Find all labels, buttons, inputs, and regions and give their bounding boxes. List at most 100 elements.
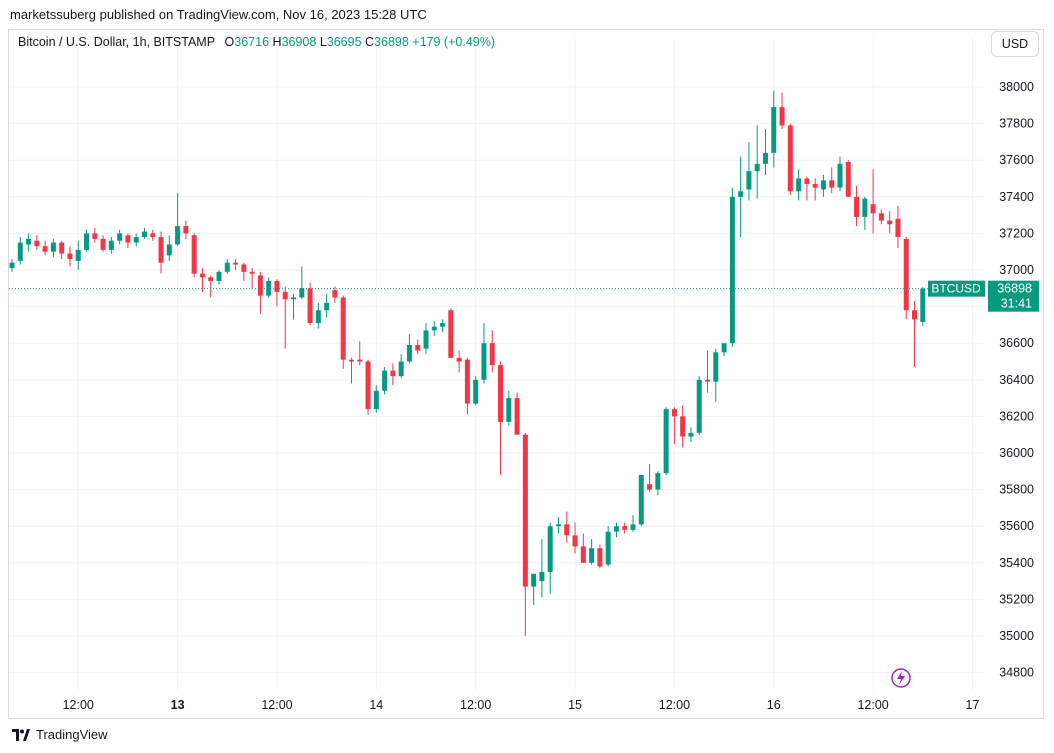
candle-up xyxy=(920,286,926,326)
candle-down xyxy=(671,407,677,444)
candle-body xyxy=(705,379,711,382)
candle-body xyxy=(166,244,172,256)
candle-up xyxy=(762,129,768,175)
x-tick-label: 13 xyxy=(171,698,185,712)
candle-body xyxy=(613,526,619,532)
candle-down xyxy=(191,233,197,278)
candle-body xyxy=(481,343,487,380)
currency-button[interactable]: USD xyxy=(991,31,1039,57)
x-axis: 12:00 13 12:00 14 12:00 15 12:00 16 12:00 17 xyxy=(63,698,980,712)
candle-body xyxy=(249,271,255,274)
candle-body xyxy=(870,204,876,214)
candles xyxy=(9,90,926,636)
candle-up xyxy=(539,539,545,598)
candle-body xyxy=(50,242,56,252)
candle-down xyxy=(100,235,106,252)
candle-down xyxy=(390,363,396,386)
candle-up xyxy=(638,474,644,527)
open-value: 36716 xyxy=(234,35,270,49)
candle-body xyxy=(282,291,288,300)
candle-down xyxy=(67,246,73,267)
candle-down xyxy=(597,544,603,569)
candle-body xyxy=(754,163,760,172)
candle-body xyxy=(34,240,40,247)
candle-body xyxy=(804,178,810,184)
candle-up xyxy=(175,193,181,247)
candle-body xyxy=(663,409,669,474)
candle-up xyxy=(531,573,537,605)
candle-body xyxy=(233,262,239,265)
candle-body xyxy=(878,213,884,221)
candle-down xyxy=(804,176,810,201)
candle-body xyxy=(26,238,32,245)
candle-down xyxy=(208,275,214,298)
candle-up xyxy=(688,427,694,443)
candle-body xyxy=(150,233,156,238)
candle-down xyxy=(622,522,628,534)
y-tick-label: 38000 xyxy=(999,80,1034,94)
x-tick-label: 14 xyxy=(369,698,383,712)
candle-body xyxy=(448,310,454,358)
candle-body xyxy=(108,240,114,250)
candle-body xyxy=(605,531,611,565)
y-tick-label: 36600 xyxy=(999,336,1034,350)
candle-body xyxy=(357,359,363,362)
candle-up xyxy=(738,156,744,238)
tradingview-footer[interactable]: TradingView xyxy=(12,727,108,742)
y-tick-label: 35200 xyxy=(999,592,1034,606)
candle-down xyxy=(514,392,520,435)
candle-body xyxy=(589,548,595,563)
candle-down xyxy=(647,463,653,492)
candle-body xyxy=(266,280,272,296)
candle-down xyxy=(257,271,263,314)
candle-body xyxy=(473,379,479,404)
x-tick-label: 12:00 xyxy=(857,698,888,712)
candle-up xyxy=(771,90,777,168)
candle-up xyxy=(166,235,172,261)
candle-down xyxy=(498,361,504,475)
candle-body xyxy=(630,524,636,530)
candle-body xyxy=(514,398,520,435)
candle-body xyxy=(506,398,512,422)
candle-body xyxy=(887,220,893,225)
candle-up xyxy=(117,229,123,245)
candle-body xyxy=(423,330,429,349)
candle-body xyxy=(597,548,603,567)
candle-down xyxy=(464,357,470,415)
high-value: 36908 xyxy=(281,35,317,49)
x-tick-label: 15 xyxy=(568,698,582,712)
candle-body xyxy=(141,231,147,238)
candle-body xyxy=(117,233,123,241)
candle-body xyxy=(547,526,553,572)
candle-up xyxy=(406,334,412,364)
low-label: L xyxy=(319,35,327,49)
candle-body xyxy=(406,345,412,362)
candle-down xyxy=(282,286,288,349)
candle-body xyxy=(9,262,15,269)
candle-body xyxy=(59,242,65,254)
candle-body xyxy=(762,152,768,164)
candle-down xyxy=(448,308,454,358)
candle-up xyxy=(605,526,611,567)
candle-down xyxy=(125,233,131,249)
candle-up xyxy=(398,354,404,378)
candle-up xyxy=(555,517,561,534)
high-label: H xyxy=(272,35,282,49)
symbol-tag: BTCUSD xyxy=(931,282,981,296)
x-tick-label: 12:00 xyxy=(659,698,690,712)
candle-body xyxy=(854,196,860,217)
candle-up xyxy=(746,141,752,201)
candle-body xyxy=(241,264,247,272)
candle-down xyxy=(183,220,189,239)
candle-body xyxy=(84,233,90,250)
candle-down xyxy=(489,330,495,373)
candle-body xyxy=(75,249,81,261)
x-tick-label: 12:00 xyxy=(261,698,292,712)
candle-body xyxy=(895,218,901,238)
candle-body xyxy=(390,370,396,377)
candle-body xyxy=(456,357,462,362)
event-badge[interactable] xyxy=(891,668,911,688)
candle-up xyxy=(315,302,321,329)
